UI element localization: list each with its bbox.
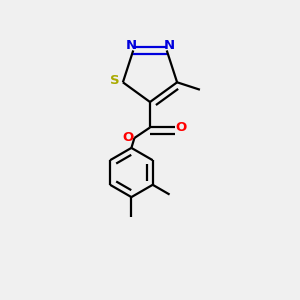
Text: N: N bbox=[125, 39, 136, 52]
Text: O: O bbox=[122, 130, 134, 144]
Text: N: N bbox=[164, 39, 175, 52]
Text: O: O bbox=[176, 121, 187, 134]
Text: S: S bbox=[110, 74, 119, 87]
